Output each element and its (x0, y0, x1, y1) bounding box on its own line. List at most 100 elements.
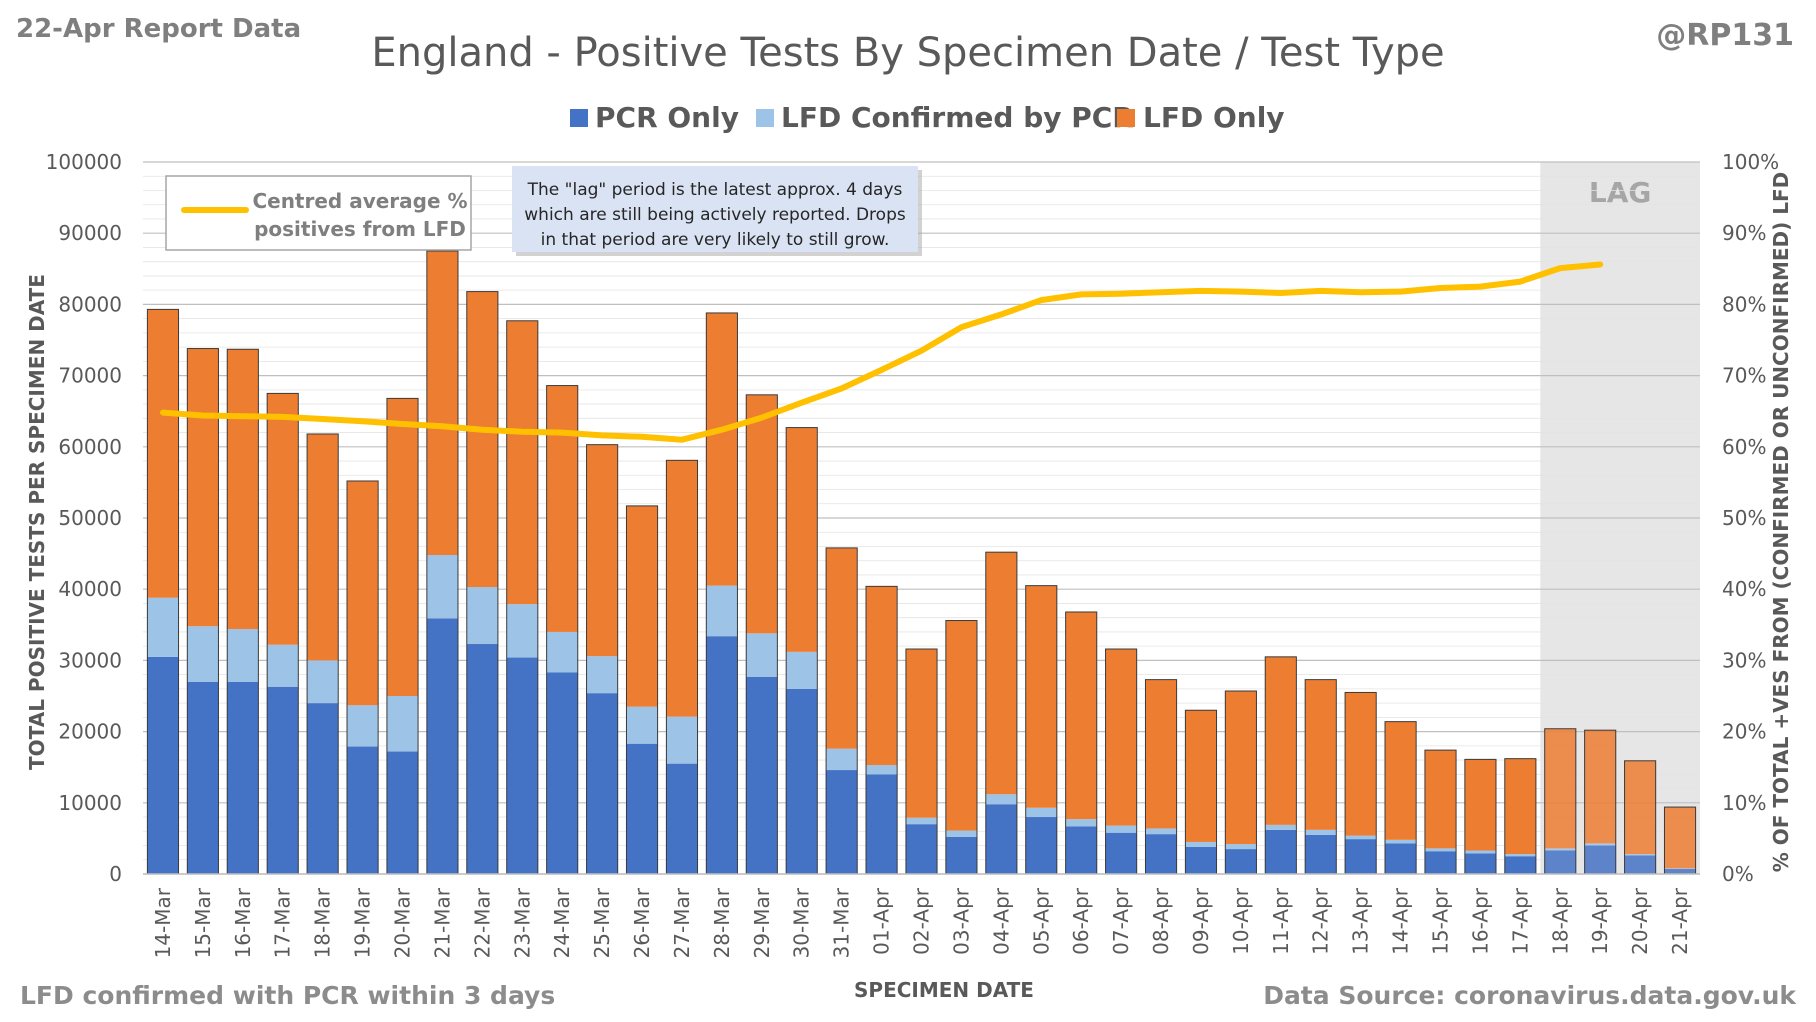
bar-lfd-confirmed (1105, 825, 1137, 833)
bar-lfd-only (945, 620, 977, 831)
bar-lfd-only (586, 444, 618, 657)
bar-lfd-only (1504, 758, 1536, 855)
x-tick-label: 21-Mar (430, 887, 454, 958)
x-tick-label: 22-Mar (470, 887, 494, 958)
bar-lfd-only (905, 649, 938, 818)
y-tick-label: 20000 (58, 720, 122, 744)
legend-label-lfd-confirmed: LFD Confirmed by PCR (781, 101, 1134, 134)
bar-pcr-only (1385, 843, 1417, 874)
bar-pcr-only (945, 836, 977, 874)
y2-tick-label: 40% (1722, 577, 1766, 601)
x-tick-label: 08-Apr (1149, 887, 1173, 955)
x-tick-label: 27-Mar (670, 887, 694, 958)
x-tick-label: 20-Mar (391, 887, 415, 958)
bar-pcr-only (506, 657, 538, 874)
x-tick-label: 14-Apr (1389, 887, 1413, 955)
bar-lfd-confirmed (1584, 843, 1616, 846)
bar-lfd-only (706, 312, 738, 586)
y-tick-label: 90000 (58, 221, 122, 245)
x-tick-label: 18-Apr (1548, 887, 1572, 955)
x-tick-label: 07-Apr (1109, 887, 1133, 955)
bar-lfd-confirmed (1065, 819, 1097, 827)
bar-pcr-only (546, 672, 578, 874)
x-tick-label: 18-Mar (311, 887, 335, 958)
bar-pcr-only (1305, 834, 1337, 874)
legend-label-lfd-only: LFD Only (1143, 101, 1285, 134)
x-tick-label: 23-Mar (510, 887, 534, 958)
y2-tick-label: 70% (1722, 364, 1766, 388)
bar-pcr-only (1584, 845, 1616, 874)
bar-lfd-confirmed (227, 629, 259, 682)
bar-pcr-only (1025, 817, 1057, 874)
bar-lfd-confirmed (786, 651, 818, 689)
bar-lfd-only (1185, 710, 1217, 842)
x-tick-label: 19-Mar (351, 887, 375, 958)
bar-lfd-confirmed (1305, 829, 1337, 835)
bar-lfd-confirmed (1185, 841, 1217, 847)
chart-title: England - Positive Tests By Specimen Dat… (371, 30, 1444, 76)
bar-lfd-confirmed (626, 706, 658, 744)
y2-tick-label: 60% (1722, 435, 1766, 459)
x-tick-label: 31-Mar (830, 887, 854, 958)
bar-lfd-confirmed (586, 656, 618, 694)
report-label: 22-Apr Report Data (16, 14, 302, 44)
bar-pcr-only (1464, 853, 1496, 874)
bar-lfd-confirmed (945, 830, 977, 837)
x-axis-title: SPECIMEN DATE (854, 978, 1034, 1002)
bar-lfd-confirmed (386, 696, 419, 752)
bar-lfd-confirmed (1025, 807, 1057, 818)
bar-lfd-confirmed (1345, 835, 1377, 840)
bar-lfd-only (1424, 750, 1457, 849)
bar-lfd-only (1265, 656, 1297, 825)
lag-note-box: The "lag" period is the latest approx. 4… (512, 166, 922, 256)
y-tick-label: 0 (109, 862, 122, 886)
bar-pcr-only (746, 676, 778, 874)
x-tick-label: 16-Mar (231, 887, 255, 958)
y-tick-label: 40000 (58, 577, 122, 601)
bar-pcr-only (227, 681, 259, 874)
bar-lfd-confirmed (1464, 850, 1496, 854)
bar-pcr-only (267, 686, 299, 874)
x-tick-label: 20-Apr (1628, 887, 1652, 955)
y-tick-label: 10000 (58, 791, 122, 815)
x-tick-label: 06-Apr (1069, 887, 1093, 955)
bar-pcr-only (866, 774, 898, 874)
x-tick-label: 21-Apr (1668, 887, 1692, 955)
x-tick-label: 12-Apr (1309, 887, 1333, 955)
line-legend-label-2: positives from LFD (254, 217, 466, 241)
bar-pcr-only (347, 746, 379, 874)
bar-lfd-only (1345, 692, 1377, 836)
bar-lfd-only (626, 505, 658, 707)
bar-lfd-confirmed (147, 597, 179, 657)
bar-lfd-only (267, 393, 299, 645)
bar-pcr-only (626, 743, 658, 874)
x-tick-label: 01-Apr (870, 887, 894, 955)
bar-lfd-confirmed (1424, 848, 1457, 852)
y-tick-label: 50000 (58, 506, 122, 530)
bar-lfd-confirmed (1145, 828, 1177, 835)
bar-pcr-only (666, 763, 698, 874)
x-tick-label: 14-Mar (151, 887, 175, 958)
bar-pcr-only (386, 751, 419, 874)
bar-pcr-only (905, 824, 938, 874)
bar-lfd-only (1025, 585, 1057, 808)
bar-lfd-only (666, 460, 698, 717)
y2-tick-label: 20% (1722, 720, 1766, 744)
x-tick-label: 15-Apr (1429, 887, 1453, 955)
bar-lfd-only (786, 427, 818, 652)
bar-lfd-confirmed (1544, 848, 1576, 851)
bar-lfd-only (426, 251, 458, 556)
average-line (160, 261, 1604, 443)
data-source: Data Source: coronavirus.data.gov.uk (1263, 981, 1796, 1010)
y-tick-label: 30000 (58, 648, 122, 672)
x-tick-label: 19-Apr (1588, 887, 1612, 955)
x-tick-label: 02-Apr (910, 887, 934, 955)
x-tick-label: 11-Apr (1269, 887, 1293, 955)
lag-note-line-3: in that period are very likely to still … (541, 230, 890, 250)
bar-lfd-only (1105, 649, 1137, 826)
x-tick-label: 28-Mar (710, 887, 734, 958)
bar-pcr-only (586, 693, 618, 874)
bar-lfd-only (546, 385, 578, 632)
bar-pcr-only (1544, 850, 1576, 874)
bar-lfd-only (307, 433, 339, 661)
